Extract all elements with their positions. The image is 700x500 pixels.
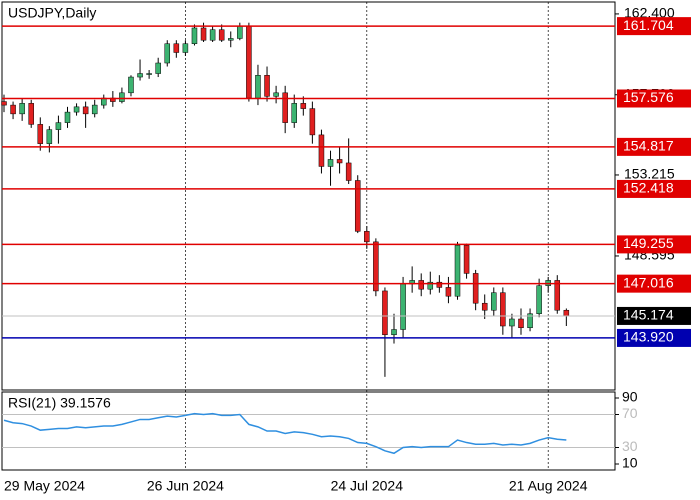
candle-body xyxy=(445,287,452,297)
candle-body xyxy=(391,329,397,336)
rsi-panel xyxy=(1,391,616,471)
level-label-box xyxy=(617,328,691,347)
candle-body xyxy=(182,43,189,53)
candle-body xyxy=(37,124,44,144)
candle-body xyxy=(563,309,570,317)
candle-body xyxy=(400,283,406,330)
candle-body xyxy=(137,73,143,78)
y-tick-label: 90 xyxy=(622,389,638,405)
candle-body xyxy=(55,122,62,130)
candle-body xyxy=(282,92,288,123)
y-tick-label: 162.400 xyxy=(624,5,675,21)
candle-body xyxy=(228,38,234,41)
candle-body xyxy=(218,29,225,41)
candle-body xyxy=(309,108,316,136)
candle-body xyxy=(427,281,434,290)
candle-body xyxy=(481,302,488,311)
candle-body xyxy=(91,104,98,115)
candle-body xyxy=(327,159,334,167)
candle-body xyxy=(155,62,161,74)
candle-body xyxy=(373,241,379,292)
level-label: 149.255 xyxy=(623,235,674,251)
candle-body xyxy=(1,101,7,106)
candle-body xyxy=(264,75,270,97)
candle-body xyxy=(28,103,34,125)
candle-body xyxy=(336,159,343,164)
level-label: 143.920 xyxy=(623,329,674,345)
candle-body xyxy=(200,27,207,41)
candle-body xyxy=(300,103,307,109)
x-tick-label: 29 May 2024 xyxy=(4,478,85,494)
y-tick-label: 30 xyxy=(622,438,638,454)
candle-body xyxy=(527,313,533,329)
candle-body xyxy=(191,27,198,44)
candle-body xyxy=(246,25,252,99)
candle-body xyxy=(345,162,352,181)
x-tick-label: 26 Jun 2024 xyxy=(147,478,224,494)
level-label: 161.704 xyxy=(623,17,674,33)
candle-body xyxy=(73,106,80,113)
candle-body xyxy=(209,29,216,41)
candle-body xyxy=(463,245,470,274)
candle-body xyxy=(82,106,89,115)
chart-title: USDJPY,Daily xyxy=(8,5,96,21)
candle-body xyxy=(491,292,497,311)
candle-body xyxy=(146,73,152,75)
candle-body xyxy=(518,318,524,329)
candle-body xyxy=(273,92,279,97)
candle-body xyxy=(173,43,180,53)
level-label-box xyxy=(617,306,691,325)
level-label-box xyxy=(617,89,691,108)
candle-body xyxy=(354,180,361,232)
candle-body xyxy=(364,231,370,243)
candle-body xyxy=(119,92,125,102)
y-tick-label: 10 xyxy=(622,455,638,471)
candle-body xyxy=(418,280,424,290)
candle-body xyxy=(536,285,542,314)
level-label: 154.817 xyxy=(623,138,674,154)
candle-body xyxy=(454,245,461,297)
candle-body xyxy=(472,273,479,304)
level-label: 157.576 xyxy=(623,89,674,105)
level-label: 152.418 xyxy=(623,180,674,196)
level-label-box xyxy=(617,235,691,254)
rsi-title: RSI(21) 39.1576 xyxy=(8,395,111,411)
level-label-box xyxy=(617,17,691,36)
y-tick-label: 70 xyxy=(622,405,638,421)
x-tick-label: 24 Jul 2024 xyxy=(331,478,404,494)
level-label-box xyxy=(617,179,691,198)
candle-body xyxy=(255,75,261,99)
level-label: 147.016 xyxy=(623,274,674,290)
candle-body xyxy=(382,290,388,336)
candle-body xyxy=(291,103,297,123)
y-tick-label: 153.215 xyxy=(624,166,675,182)
level-label: 145.174 xyxy=(623,307,674,323)
main-panel xyxy=(1,1,616,391)
candle-body xyxy=(10,104,16,115)
x-tick-label: 21 Aug 2024 xyxy=(509,478,588,494)
candle-body xyxy=(46,129,53,144)
candle-body xyxy=(436,281,443,288)
candle-body xyxy=(509,318,515,327)
level-label-box xyxy=(617,137,691,156)
rsi-line xyxy=(3,412,567,455)
candle-body xyxy=(237,25,243,39)
candle-body xyxy=(19,103,25,115)
candle-body xyxy=(554,280,561,311)
candle-body xyxy=(500,292,506,327)
level-label-box xyxy=(617,274,691,293)
candle-body xyxy=(64,111,71,123)
candle-body xyxy=(318,134,325,167)
candle-body xyxy=(164,43,171,64)
candle-body xyxy=(128,76,134,94)
